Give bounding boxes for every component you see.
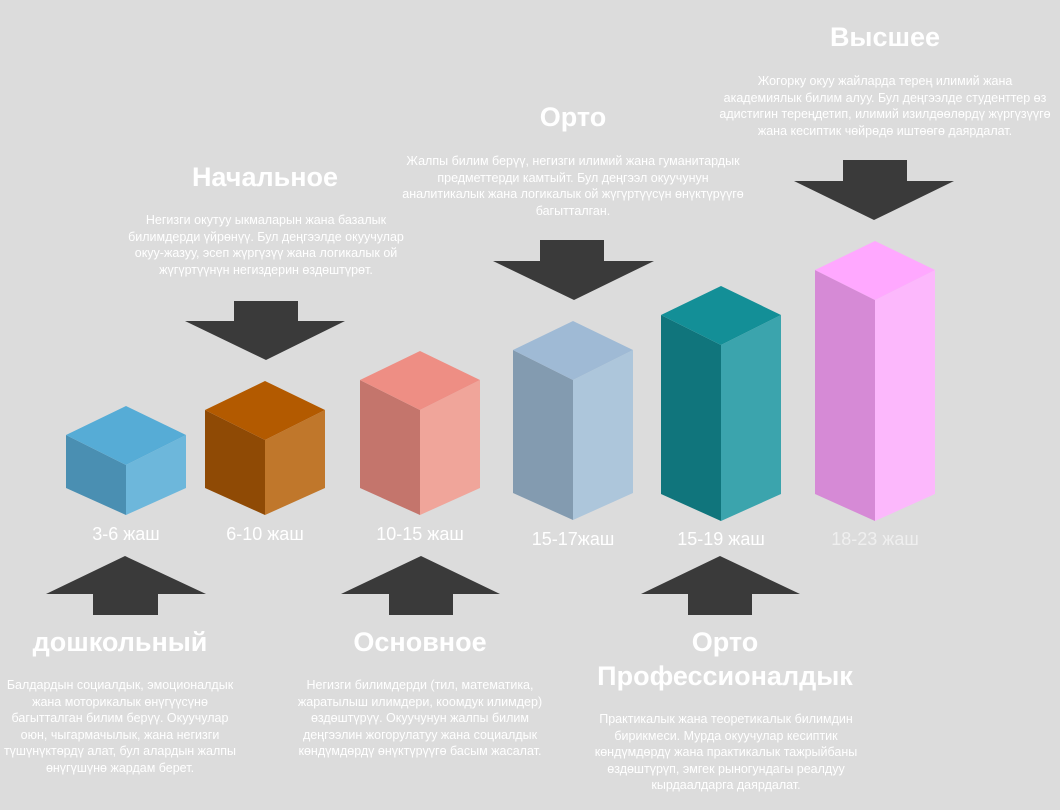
stage-title-vocational: Орто Профессионалдык [597,627,853,691]
cube-primary-top [205,381,325,440]
age-label-secondary: 15-17жаш [531,529,615,549]
cube-basic-right [420,380,480,515]
cube-vocational [661,286,781,521]
cube-secondary-top [513,321,633,380]
stage-title-higher: Высшее [829,22,941,52]
cube-basic-top [360,351,480,410]
cube-preschool-top [66,406,186,465]
cube-secondary-left [513,350,573,520]
age-label-preschool: 3-6 жаш [92,524,160,544]
arrow-up-basic [341,556,500,615]
cube-primary [205,381,325,515]
cube-vocational-right [721,315,781,521]
stage-description-preschool: Балдардын социалдык, эмоционалдык жана м… [3,678,237,775]
cube-basic-left [360,380,420,515]
age-label-vocational: 15-19 жаш [677,529,765,549]
cube-higher [815,241,935,521]
cube-higher-left [815,270,875,521]
stage-description-secondary: Жалпы билим берүү, негизги илимий жана г… [402,154,744,218]
cube-primary-left [205,410,265,515]
age-label-higher: 18-23 жаш [831,529,919,549]
stage-title-primary: Начальное [191,162,339,192]
stage-description-primary: Негизги окутуу ыкмаларын жана базалык би… [128,213,404,277]
arrow-down-primary [185,301,345,360]
cube-higher-right [875,270,935,521]
cube-preschool-right [126,435,186,515]
cube-primary-right [265,410,325,515]
arrow-down-higher [794,160,954,220]
arrow-down-secondary [493,240,654,300]
cube-basic [360,351,480,515]
cube-secondary-right [573,350,633,520]
stage-title-secondary: Орто [539,102,607,132]
cube-vocational-left [661,315,721,521]
cube-preschool [66,406,186,515]
age-label-primary: 6-10 жаш [226,524,304,544]
cube-secondary [513,321,633,520]
age-label-basic: 10-15 жаш [376,524,464,544]
cube-preschool-left [66,435,126,515]
stage-description-higher: Жогорку окуу жайларда терең илимий жана … [719,74,1051,138]
arrow-up-vocational [641,556,800,615]
cube-vocational-top [661,286,781,345]
stage-description-basic: Негизги билимдерди (тил, математика, жар… [297,678,543,758]
cube-higher-top [815,241,935,300]
stage-title-basic: Основное [353,627,487,657]
arrow-up-preschool [46,556,206,615]
stage-title-preschool: дошкольный [32,627,208,657]
stage-description-vocational: Практикалык жана теоретикалык билимдин б… [594,712,858,792]
